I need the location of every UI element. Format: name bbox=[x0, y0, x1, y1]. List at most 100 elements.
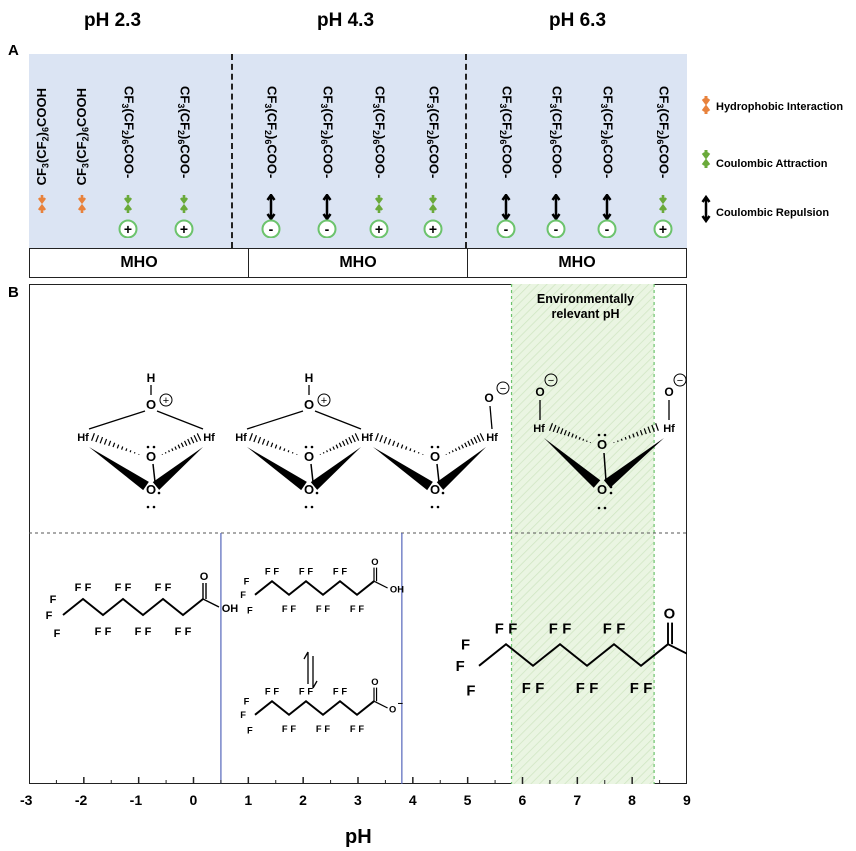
svg-text:OH: OH bbox=[222, 603, 239, 615]
hashed-bond-left bbox=[548, 423, 592, 444]
x-axis-ticks bbox=[29, 777, 687, 784]
hydrogen-atom: H bbox=[305, 371, 314, 385]
svg-text:F: F bbox=[240, 590, 246, 600]
oxygen-bridge: O bbox=[304, 397, 314, 412]
svg-text:F: F bbox=[358, 604, 364, 614]
svg-text:−: − bbox=[398, 698, 404, 708]
svg-text:-: - bbox=[605, 221, 610, 237]
svg-text:F: F bbox=[495, 621, 504, 637]
svg-text:+: + bbox=[375, 221, 383, 237]
attraction-arrow-icon-12: + bbox=[653, 195, 673, 238]
wedge-bond-left bbox=[247, 447, 307, 491]
negative-charge-sign: − bbox=[677, 375, 683, 387]
hf-atom-left: Hf bbox=[533, 423, 545, 435]
svg-text:-: - bbox=[554, 221, 559, 237]
svg-text:F: F bbox=[185, 626, 192, 638]
svg-text:F: F bbox=[316, 724, 322, 734]
repulsion-arrow-icon-9: - bbox=[496, 194, 516, 238]
repulsion-arrow-icon-11: - bbox=[597, 194, 617, 238]
lone-pair bbox=[146, 445, 150, 449]
x-tick-label: -2 bbox=[74, 792, 88, 808]
hashed-bond-right bbox=[161, 433, 202, 455]
svg-text:-: - bbox=[269, 221, 274, 237]
svg-text:F: F bbox=[265, 686, 271, 696]
lone-pair bbox=[304, 445, 308, 449]
svg-text:F: F bbox=[461, 638, 470, 654]
svg-text:F: F bbox=[85, 582, 92, 594]
svg-text:F: F bbox=[456, 659, 465, 675]
negative-charge-icon bbox=[496, 381, 510, 395]
hashed-bond-left bbox=[249, 433, 298, 455]
svg-text:F: F bbox=[282, 724, 288, 734]
species-formula-9: CF3(CF2)6COO- bbox=[498, 86, 515, 179]
svg-text:-: - bbox=[325, 221, 330, 237]
hf-atom-right: Hf bbox=[361, 432, 373, 444]
svg-text:F: F bbox=[299, 566, 305, 576]
svg-text:F: F bbox=[115, 582, 122, 594]
svg-text:+: + bbox=[124, 221, 132, 237]
lone-pair bbox=[597, 433, 601, 437]
svg-text:F: F bbox=[240, 710, 246, 720]
hydrophobic-arrows-icon bbox=[701, 96, 711, 114]
bond-hf-o-right bbox=[314, 410, 362, 430]
repulsion-arrow-icon bbox=[701, 194, 711, 224]
lone-pair bbox=[146, 505, 150, 509]
svg-text:F: F bbox=[175, 626, 182, 638]
species-formula-8: CF3(CF2)6COO- bbox=[425, 86, 442, 179]
species-formula-7: CF3(CF2)6COO- bbox=[371, 86, 388, 179]
x-tick-label: 3 bbox=[354, 792, 362, 808]
svg-text:F: F bbox=[290, 604, 296, 614]
svg-text:F: F bbox=[350, 724, 356, 734]
attraction-arrow-icon-7: + bbox=[369, 195, 389, 238]
svg-text:F: F bbox=[50, 594, 57, 606]
panel-a-divider-1 bbox=[231, 54, 233, 248]
svg-text:F: F bbox=[273, 566, 279, 576]
x-tick-label: 6 bbox=[518, 792, 527, 808]
attraction-arrow-icon-3: + bbox=[118, 195, 138, 238]
svg-text:F: F bbox=[247, 606, 253, 616]
env-ph-label-line1: Environmentally bbox=[536, 292, 635, 306]
lone-pair bbox=[304, 505, 308, 509]
svg-text:F: F bbox=[135, 626, 142, 638]
x-tick-label: 1 bbox=[244, 792, 253, 808]
species-formula-2: CF3(CF2)6COOH bbox=[74, 88, 91, 186]
ph-header-2-3: pH 2.3 bbox=[84, 10, 142, 31]
lone-pair bbox=[597, 506, 601, 510]
mho-bar: MHO MHO MHO bbox=[29, 248, 687, 278]
panel-b-plot bbox=[29, 284, 687, 784]
bond-hf-o-right bbox=[156, 410, 204, 430]
hf-atom-left: Hf bbox=[77, 432, 89, 444]
svg-text:F: F bbox=[145, 626, 152, 638]
oxygen-bottom: O bbox=[597, 482, 607, 497]
equilibrium-arrows-icon bbox=[303, 651, 318, 689]
svg-text:F: F bbox=[54, 628, 61, 640]
svg-text:O: O bbox=[200, 571, 209, 583]
wedge-bond-right bbox=[310, 447, 361, 490]
ph-header-6-3: pH 6.3 bbox=[549, 10, 607, 31]
svg-text:F: F bbox=[616, 621, 625, 637]
svg-text:F: F bbox=[324, 724, 330, 734]
svg-text:F: F bbox=[307, 686, 313, 696]
repulsion-arrow-icon-6: - bbox=[317, 194, 337, 238]
legend-attraction-label: Coulombic Attraction bbox=[716, 158, 828, 170]
hashed-bond-right bbox=[319, 433, 360, 455]
species-formula-5: CF3(CF2)6COO- bbox=[263, 86, 280, 179]
svg-text:F: F bbox=[282, 604, 288, 614]
x-tick-label: -3 bbox=[20, 792, 33, 808]
svg-text:F: F bbox=[299, 686, 305, 696]
oxygen-mid: O bbox=[304, 449, 314, 464]
svg-text:F: F bbox=[155, 582, 162, 594]
hf-atom-left: Hf bbox=[235, 432, 247, 444]
attraction-arrow-icon-4: + bbox=[174, 195, 194, 238]
lone-pair bbox=[157, 491, 161, 495]
wedge-bond-right bbox=[436, 447, 486, 490]
ph-header-4-3: pH 4.3 bbox=[317, 10, 375, 31]
oxygen-mid: O bbox=[430, 449, 440, 464]
oxygen-mid: O bbox=[597, 437, 607, 452]
svg-text:F: F bbox=[603, 621, 612, 637]
svg-text:F: F bbox=[324, 604, 330, 614]
hydrophobic-arrow-icon-1 bbox=[37, 195, 47, 213]
species-formula-1: CF3(CF2)6COOH bbox=[34, 88, 51, 186]
positive-charge-icon bbox=[159, 393, 173, 407]
